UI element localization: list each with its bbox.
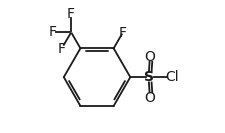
Text: F: F — [118, 26, 126, 40]
Text: F: F — [58, 42, 65, 56]
Text: S: S — [143, 70, 153, 84]
Text: O: O — [144, 91, 154, 105]
Text: F: F — [48, 25, 56, 39]
Text: Cl: Cl — [165, 70, 178, 84]
Text: F: F — [67, 7, 75, 21]
Text: O: O — [144, 49, 154, 64]
